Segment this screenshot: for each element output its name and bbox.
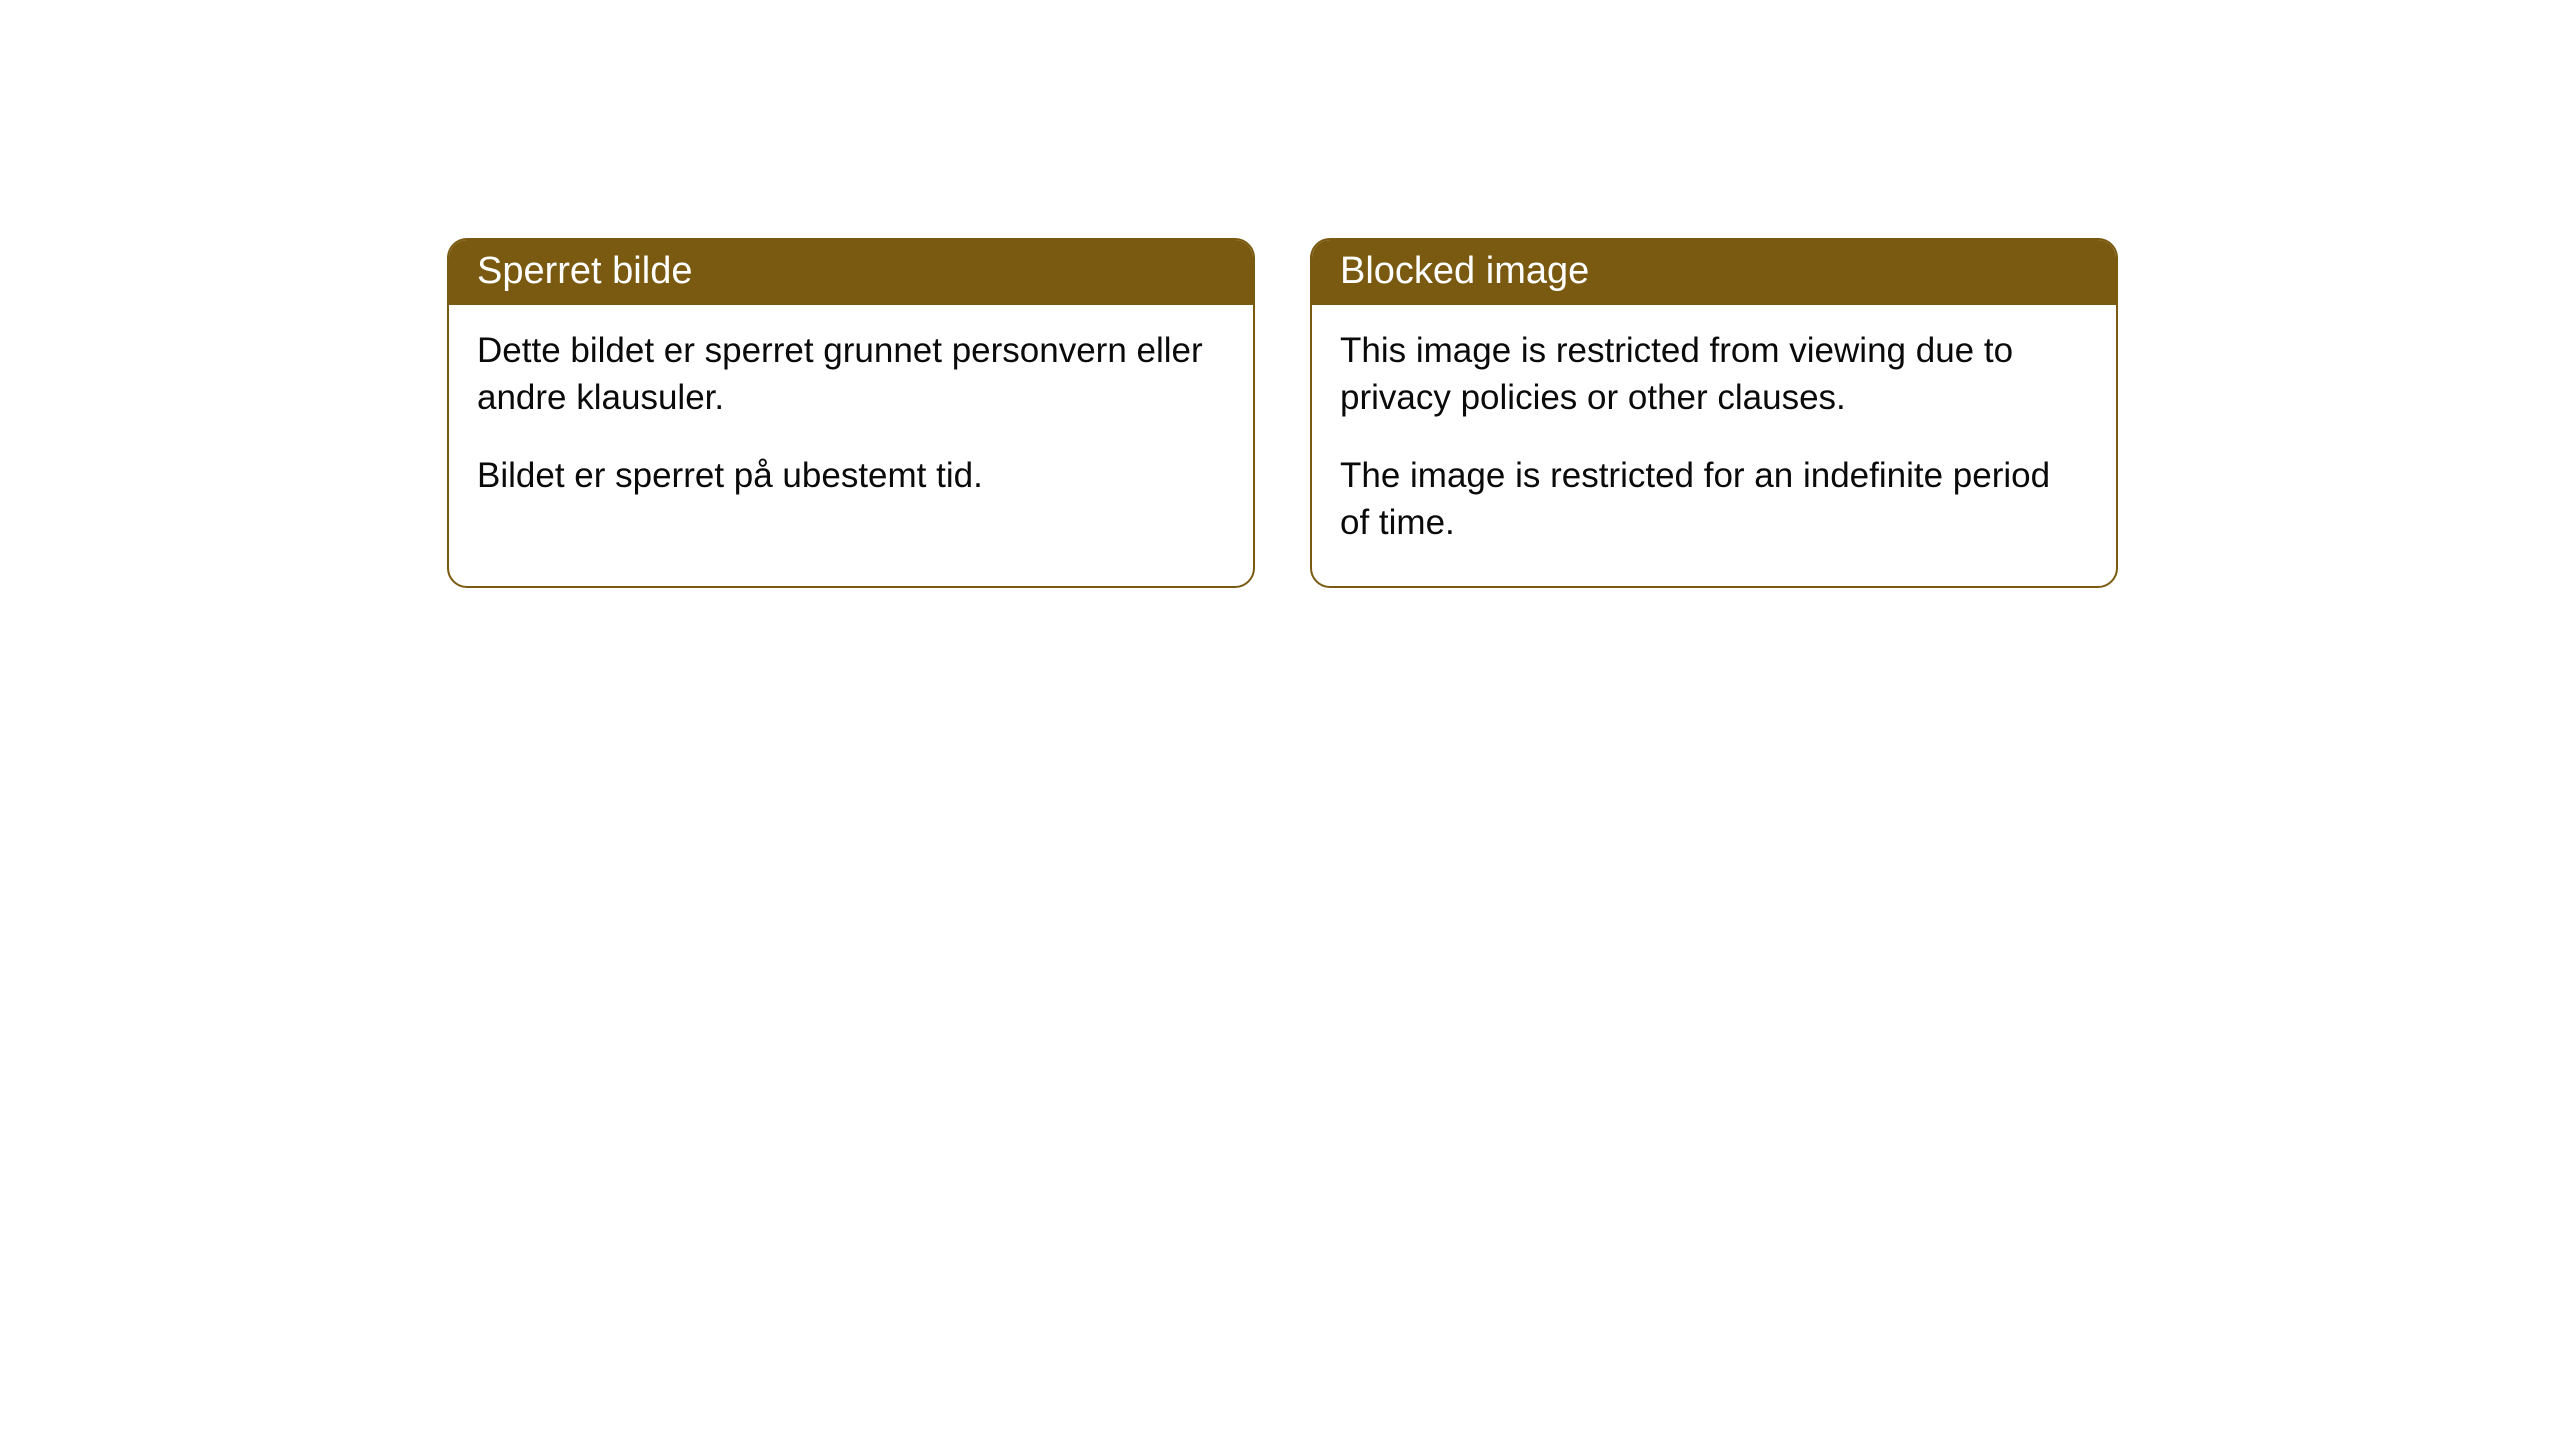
card-header-english: Blocked image [1312, 240, 2116, 305]
card-header-norwegian: Sperret bilde [449, 240, 1253, 305]
card-body-english: This image is restricted from viewing du… [1312, 305, 2116, 586]
blocked-image-card-norwegian: Sperret bilde Dette bildet er sperret gr… [447, 238, 1255, 588]
notice-text-english-1: This image is restricted from viewing du… [1340, 327, 2088, 422]
blocked-image-card-english: Blocked image This image is restricted f… [1310, 238, 2118, 588]
notice-cards-container: Sperret bilde Dette bildet er sperret gr… [447, 238, 2118, 588]
notice-text-norwegian-2: Bildet er sperret på ubestemt tid. [477, 452, 1225, 499]
card-body-norwegian: Dette bildet er sperret grunnet personve… [449, 305, 1253, 539]
notice-text-english-2: The image is restricted for an indefinit… [1340, 452, 2088, 547]
notice-text-norwegian-1: Dette bildet er sperret grunnet personve… [477, 327, 1225, 422]
